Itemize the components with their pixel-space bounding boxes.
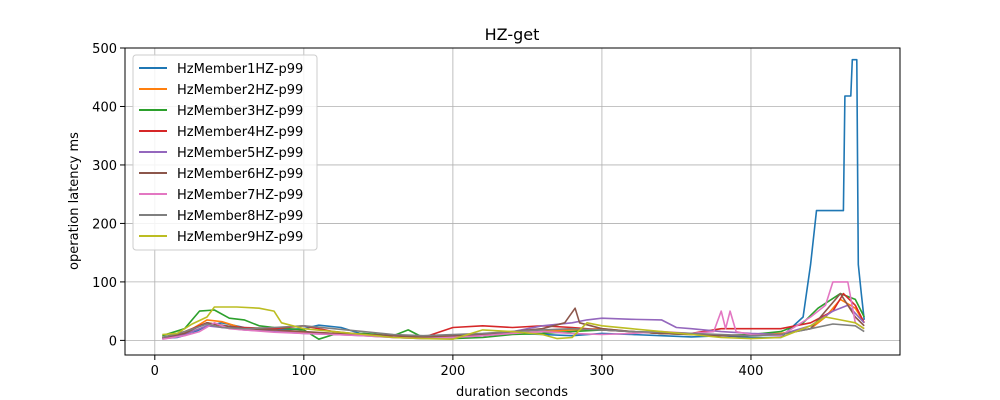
legend-entry: HzMember7HZ-p99 (177, 188, 303, 203)
series-line-9 (162, 306, 865, 340)
legend-entry: HzMember2HZ-p99 (177, 83, 303, 98)
y-tick-label: 400 (92, 100, 117, 115)
legend-entry: HzMember4HZ-p99 (177, 125, 303, 140)
y-tick-label: 100 (92, 276, 117, 291)
legend-box (132, 54, 318, 251)
legend-entry: HzMember8HZ-p99 (177, 209, 303, 224)
legend-entry: HzMember9HZ-p99 (177, 230, 303, 245)
x-tick-label: 300 (590, 364, 615, 379)
legend-entry: HzMember3HZ-p99 (177, 104, 303, 119)
x-tick-label: 0 (151, 364, 159, 379)
series-layer (162, 58, 865, 340)
x-tick-label: 400 (739, 364, 764, 379)
x-tick-label: 100 (291, 364, 316, 379)
series-line-7 (162, 281, 865, 340)
x-tick-label: 200 (440, 364, 465, 379)
series-line-3 (162, 292, 865, 340)
tick-layer: 0 100 200 300 400 0 100 200 300 400 500 (92, 42, 763, 379)
legend-entry: HzMember5HZ-p99 (177, 146, 303, 161)
y-tick-label: 200 (92, 217, 117, 232)
plot-frame (124, 47, 901, 356)
legend-entry: HzMember1HZ-p99 (177, 62, 303, 77)
y-tick-label: 0 (109, 334, 117, 349)
legend-entry: HzMember6HZ-p99 (177, 167, 303, 182)
x-axis-label: duration seconds (456, 385, 568, 400)
chart-title: HZ-get (485, 25, 540, 44)
legend: HzMember1HZ-p99 HzMember2HZ-p99 HzMember3H… (132, 54, 318, 251)
y-tick-label: 500 (92, 42, 117, 57)
y-tick-label: 300 (92, 159, 117, 174)
y-axis-label: operation latency ms (67, 132, 82, 270)
